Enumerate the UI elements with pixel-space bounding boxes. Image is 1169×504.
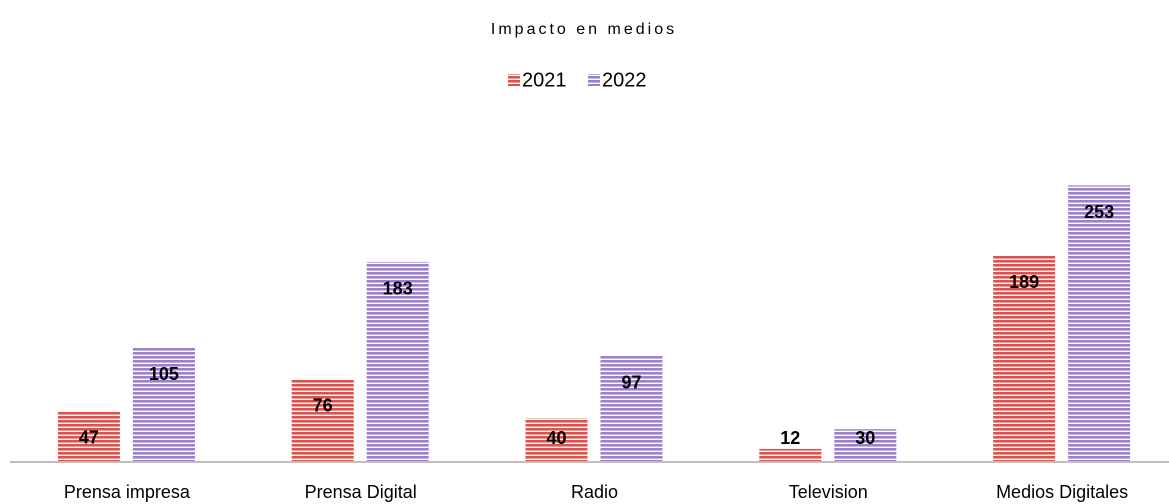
- bar: [525, 418, 588, 462]
- bar: [993, 255, 1056, 462]
- bar: [834, 429, 897, 462]
- data-label: 40: [546, 428, 566, 448]
- data-label: 105: [149, 364, 179, 384]
- bar: [600, 355, 663, 462]
- x-tick-label: Radio: [571, 482, 618, 502]
- bar: [759, 448, 822, 462]
- data-label: 12: [780, 428, 800, 448]
- x-tick-label: Prensa Digital: [305, 482, 417, 502]
- bar: [57, 410, 120, 462]
- legend-swatch: [588, 74, 600, 86]
- legend-swatch: [508, 74, 520, 86]
- data-label: 97: [621, 373, 641, 393]
- bar: [132, 347, 195, 462]
- data-label: 47: [79, 427, 99, 447]
- data-label: 183: [383, 279, 413, 299]
- x-tick-label: Prensa impresa: [64, 482, 191, 502]
- data-label: 30: [855, 428, 875, 448]
- bar: [1068, 185, 1131, 463]
- bar: [291, 378, 354, 462]
- data-label: 189: [1009, 272, 1039, 292]
- data-label: 76: [313, 396, 333, 416]
- chart-title: Impacto en medios: [491, 21, 677, 38]
- x-tick-label: Medios Digitales: [996, 482, 1128, 502]
- legend-label: 2021: [522, 69, 567, 91]
- x-tick-label: Television: [789, 482, 868, 502]
- data-label: 253: [1084, 202, 1114, 222]
- legend-label: 2022: [602, 69, 647, 91]
- bar: [366, 261, 429, 462]
